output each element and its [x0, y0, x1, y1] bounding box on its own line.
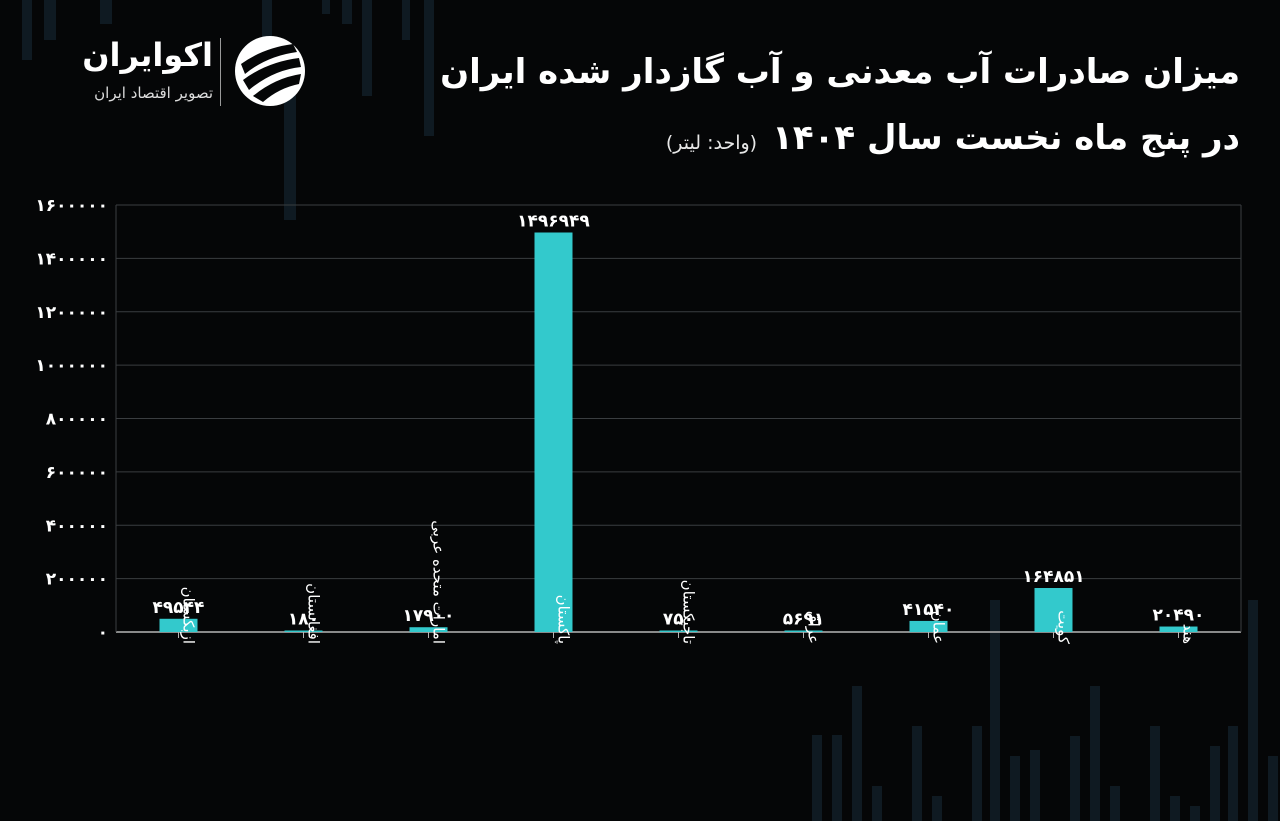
background-bar [832, 735, 842, 821]
background-bar [424, 0, 434, 136]
y-tick-label: ۴۰۰۰۰۰ [46, 516, 108, 536]
data-label: ۴۹۵۴۴ [153, 598, 205, 618]
logo: اکوایران تصویر اقتصاد ایران [48, 32, 318, 112]
bar [909, 620, 948, 632]
bar [409, 627, 448, 632]
background-bar [1190, 806, 1200, 821]
logo-tagline: تصویر اقتصاد ایران [94, 84, 213, 102]
category-label: عراق [805, 611, 823, 644]
category-label: عمان [930, 611, 948, 644]
chart-title: میزان صادرات آب معدنی و آب گازدار شده ای… [440, 52, 1240, 92]
unit-label: (واحد: لیتر) [665, 132, 758, 154]
background-bar [402, 0, 410, 40]
background-bar [342, 0, 352, 24]
background-bar [912, 726, 922, 821]
background-bar [932, 796, 942, 821]
background-bar [1110, 786, 1120, 821]
bar [534, 232, 573, 632]
background-bar [1268, 756, 1278, 821]
bar [659, 630, 698, 632]
background-bar [1070, 736, 1080, 821]
background-bar [322, 0, 330, 14]
data-label: ۵۶۹۱ [783, 609, 825, 629]
data-label: ۲۰۴۹۰ [1153, 606, 1205, 626]
data-label: ۱۴۹۶۹۴۹ [517, 212, 590, 232]
y-tick-label: ۱۶۰۰۰۰۰ [35, 196, 108, 216]
category-label: کویت [1055, 610, 1073, 645]
data-label: ۱۷۹۰۰ [403, 606, 455, 626]
data-label: ۴۱۵۴۰ [903, 600, 955, 620]
background-bar [812, 735, 822, 821]
y-tick-label: ۶۰۰۰۰۰ [46, 463, 108, 483]
bar [1034, 588, 1073, 632]
data-label: ۱۶۴۸۵۱ [1022, 567, 1084, 587]
bar [1159, 626, 1198, 632]
logo-mark-icon [235, 36, 305, 106]
y-tick-label: ۱۰۰۰۰۰۰ [35, 356, 108, 376]
bar [784, 630, 823, 632]
background-bar [100, 0, 112, 24]
data-label: ۱۸۰ [288, 610, 319, 630]
chart-subtitle: در پنج ماه نخست سال ۱۴۰۴ [772, 118, 1240, 158]
background-bar [990, 600, 1000, 821]
background-bar [1030, 750, 1040, 821]
y-tick-label: ۰ [98, 623, 108, 643]
background-bar [1210, 746, 1220, 821]
background-bar [1010, 756, 1020, 821]
y-tick-label: ۱۲۰۰۰۰۰ [35, 303, 108, 323]
logo-divider [220, 38, 221, 106]
category-label: افغانستان [305, 583, 323, 644]
background-bar [1170, 796, 1180, 821]
category-label: پاکستان [554, 595, 573, 644]
background-bar [362, 0, 372, 96]
category-label: ازبکستان [180, 587, 198, 644]
category-label: هند [1180, 624, 1198, 644]
background-bar [852, 686, 862, 821]
background-bar [284, 90, 296, 220]
background-bar [1248, 600, 1258, 821]
background-bar [44, 0, 56, 40]
y-tick-label: ۱۴۰۰۰۰۰ [35, 249, 108, 269]
category-label: امارات متحده عربی [430, 520, 448, 644]
background-bar [872, 786, 882, 821]
background-bar [262, 0, 272, 70]
background-bar [1150, 726, 1160, 821]
bar [284, 630, 323, 632]
y-tick-label: ۸۰۰۰۰۰ [46, 410, 108, 430]
background-bar [22, 0, 32, 60]
background-bar [972, 726, 982, 821]
category-label: تاجیکستان [680, 580, 698, 644]
bar [159, 618, 198, 632]
subtitle-line: در پنج ماه نخست سال ۱۴۰۴ (واحد: لیتر) [666, 118, 1240, 158]
logo-name: اکوایران [82, 36, 213, 74]
data-label: ۷۵۰ [663, 610, 694, 630]
background-bar [1090, 686, 1100, 821]
y-tick-label: ۲۰۰۰۰۰ [46, 570, 108, 590]
background-bar [1228, 726, 1238, 821]
